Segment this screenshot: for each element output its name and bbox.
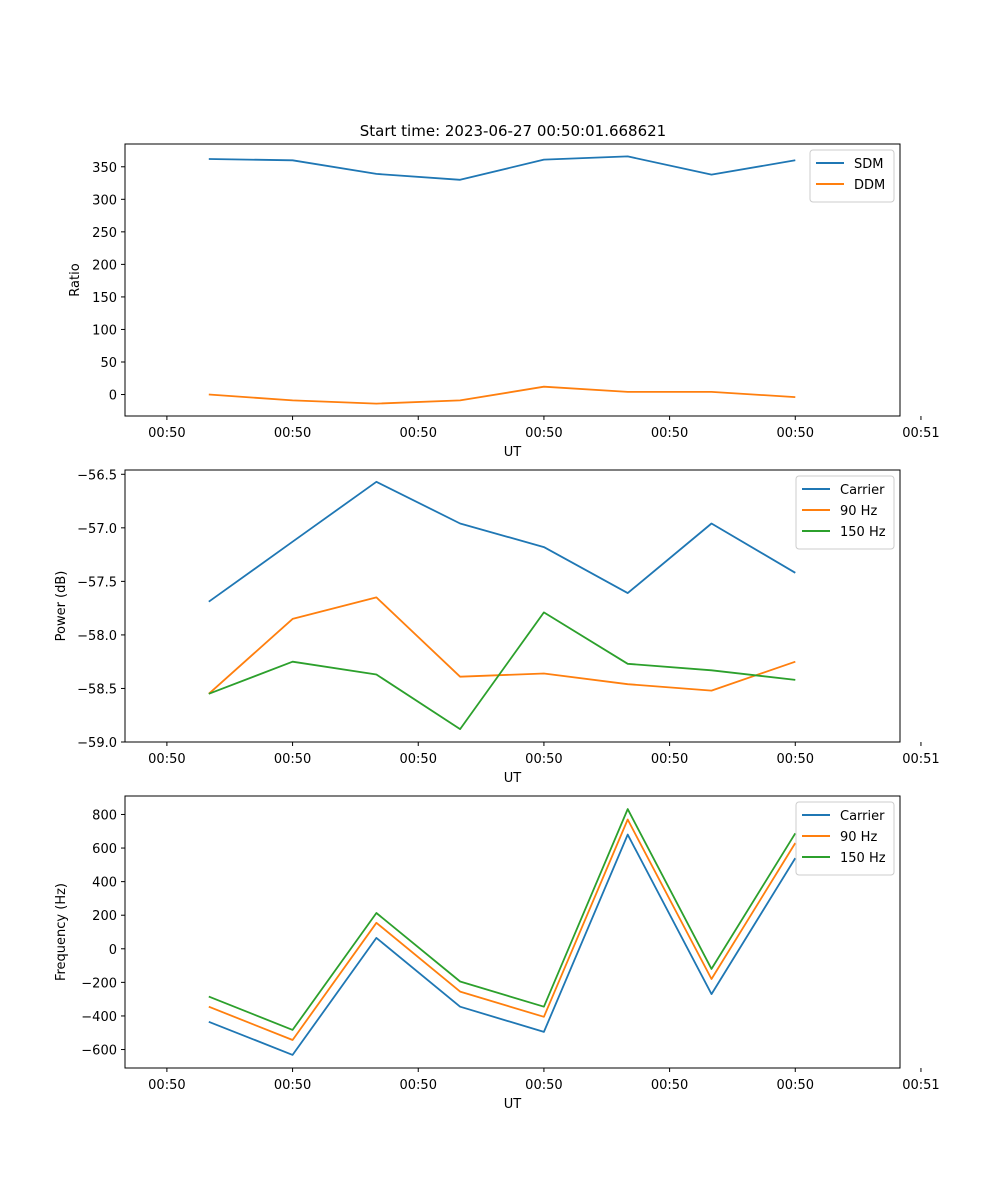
y-axis-label: Power (dB) xyxy=(54,571,69,642)
legend-label: 150 Hz xyxy=(840,851,886,866)
y-tick-label: 200 xyxy=(92,258,117,273)
y-tick-label: 400 xyxy=(92,876,117,891)
x-tick-label: 00:50 xyxy=(525,1078,562,1093)
legend-label: 90 Hz xyxy=(840,504,877,519)
x-tick-label: 00:50 xyxy=(525,426,562,441)
y-tick-label: 0 xyxy=(109,943,117,958)
x-tick-label: 00:50 xyxy=(777,426,814,441)
subplot-1: 00:50 00:50 00:50 00:50 00:50 00:50 00:51 0 50 10… xyxy=(68,143,940,460)
x-tick-label: 00:50 xyxy=(651,752,688,767)
legend-label: Carrier xyxy=(840,809,885,824)
y-tick-label: 0 xyxy=(109,389,117,404)
x-tick-label: 00:50 xyxy=(400,1078,437,1093)
y-tick-label: −600 xyxy=(81,1044,117,1059)
x-tick-label: 00:51 xyxy=(902,752,939,767)
x-tick-label: 00:50 xyxy=(148,752,185,767)
x-tick-label: 00:50 xyxy=(274,426,311,441)
x-tick-label: 00:50 xyxy=(777,1078,814,1093)
y-tick-label: 300 xyxy=(92,193,117,208)
x-tick-label: 00:50 xyxy=(274,752,311,767)
y-tick-label: −400 xyxy=(81,1010,117,1025)
subplot-3: 00:50 00:50 00:50 00:50 00:50 00:50 00:51 −600 −… xyxy=(54,795,940,1112)
x-tick-label: 00:50 xyxy=(148,426,185,441)
series-line-ddm xyxy=(208,385,796,405)
y-tick-label: 800 xyxy=(92,808,117,823)
legend-label: 150 Hz xyxy=(840,525,886,540)
x-tick-label: 00:51 xyxy=(902,426,939,441)
x-tick-label: 00:50 xyxy=(651,426,688,441)
axes-frame xyxy=(124,795,901,1069)
x-axis-label: UT xyxy=(504,445,522,460)
y-tick-label: 350 xyxy=(92,161,117,176)
legend-label: 90 Hz xyxy=(840,830,877,845)
series-line-150-hz xyxy=(208,611,796,730)
x-tick-label: 00:50 xyxy=(777,752,814,767)
y-axis-label: Frequency (Hz) xyxy=(54,883,69,981)
series-line-carrier xyxy=(208,833,797,1056)
x-tick-label: 00:50 xyxy=(274,1078,311,1093)
legend-label: SDM xyxy=(854,157,883,172)
y-tick-label: −59.0 xyxy=(77,736,117,751)
y-tick-label: 50 xyxy=(100,356,117,371)
x-axis-label: UT xyxy=(504,771,522,786)
series-line-carrier xyxy=(208,480,796,603)
series-line-90-hz xyxy=(208,818,797,1041)
x-tick-label: 00:50 xyxy=(400,752,437,767)
x-tick-label: 00:50 xyxy=(400,426,437,441)
y-tick-label: 100 xyxy=(92,323,117,338)
y-tick-label: −57.5 xyxy=(77,575,117,590)
figure-title: Start time: 2023-06-27 00:50:01.668621 xyxy=(360,122,666,140)
series-line-90-hz xyxy=(208,596,796,695)
x-tick-label: 00:51 xyxy=(902,1078,939,1093)
x-tick-label: 00:50 xyxy=(525,752,562,767)
axes-frame xyxy=(124,469,901,743)
y-tick-label: 200 xyxy=(92,909,117,924)
subplot-2: 00:50 00:50 00:50 00:50 00:50 00:50 00:51 −59.0… xyxy=(54,468,940,786)
y-axis-label: Ratio xyxy=(68,263,83,296)
x-tick-label: 00:50 xyxy=(651,1078,688,1093)
legend-label: DDM xyxy=(854,178,885,193)
y-tick-label: −56.5 xyxy=(77,468,117,483)
axes-frame xyxy=(124,143,901,417)
legend-label: Carrier xyxy=(840,483,885,498)
y-tick-label: 600 xyxy=(92,842,117,857)
y-tick-label: −58.0 xyxy=(77,629,117,644)
series-line-sdm xyxy=(208,155,796,181)
x-tick-label: 00:50 xyxy=(148,1078,185,1093)
y-tick-label: 250 xyxy=(92,226,117,241)
x-axis-label: UT xyxy=(504,1097,522,1112)
y-tick-label: 150 xyxy=(92,291,117,306)
y-tick-label: −57.0 xyxy=(77,522,117,537)
y-tick-label: −58.5 xyxy=(77,682,117,697)
series-line-150-hz xyxy=(208,808,797,1031)
y-tick-label: −200 xyxy=(81,976,117,991)
